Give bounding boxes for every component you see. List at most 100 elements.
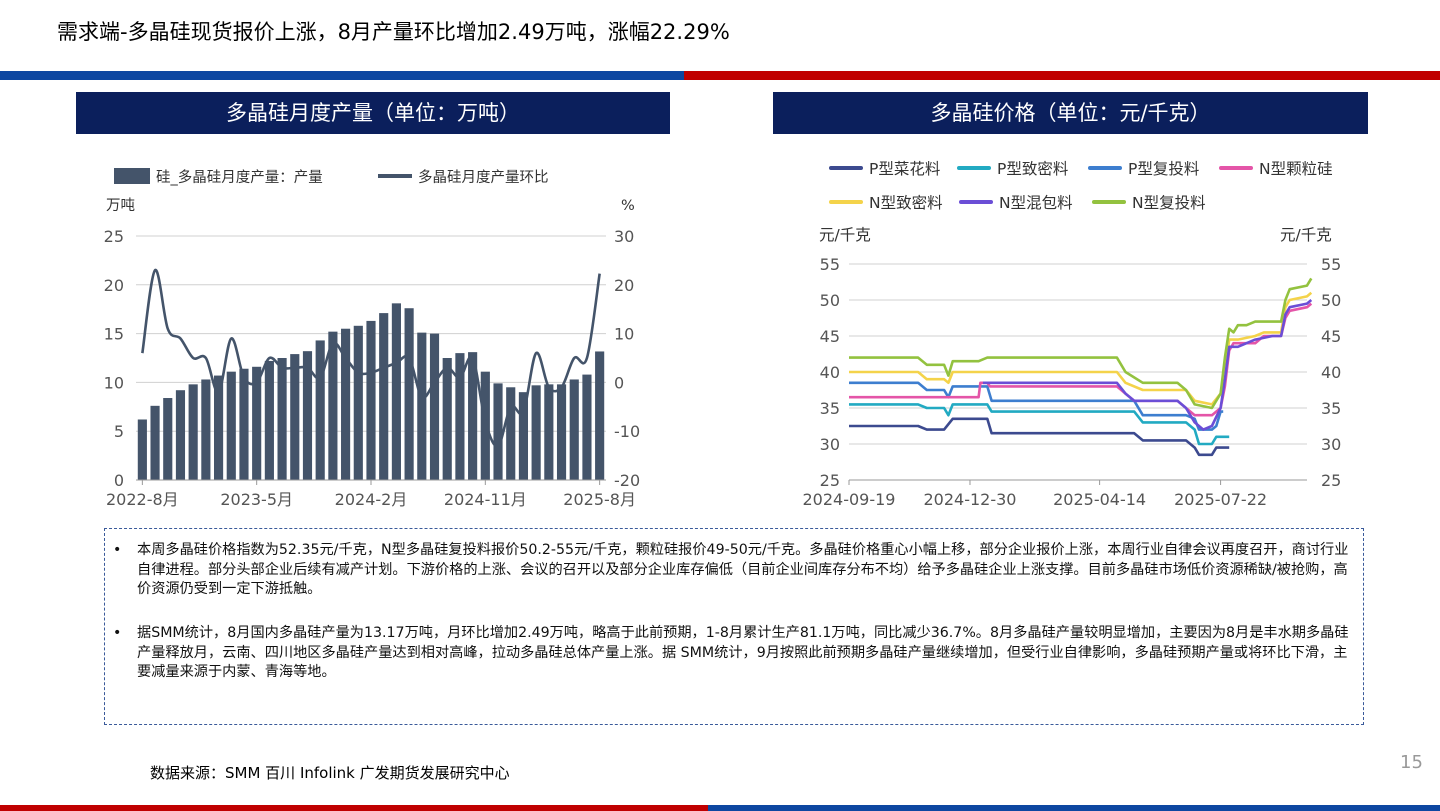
bar [391, 303, 401, 480]
y-tick-label-left: 50 [820, 291, 840, 310]
left-chart-header: 多晶硅月度产量（单位：万吨） [76, 92, 670, 134]
y-tick-label-left: 45 [820, 327, 840, 346]
bar [404, 308, 414, 480]
bar [506, 387, 516, 480]
y-axis-unit-right: % [621, 198, 635, 214]
series-line [849, 403, 1230, 446]
bar [302, 351, 313, 480]
bar [175, 390, 186, 480]
y-tick-label-right: 40 [1321, 363, 1341, 382]
page-title: 需求端-多晶硅现货报价上涨，8月产量环比增加2.49万吨，涨幅22.29% [57, 20, 730, 44]
x-tick-label: 2025-04-14 [1053, 490, 1146, 509]
bar [455, 353, 465, 480]
legend-label: N型致密料 [869, 194, 943, 212]
bar [213, 375, 224, 480]
bullet-icon: • [113, 625, 122, 641]
legend-label: N型复投料 [1132, 194, 1206, 212]
y-tick-label-left: 10 [104, 373, 124, 392]
y-tick-label-left: 20 [104, 276, 124, 295]
x-tick-label: 2022-8月 [106, 490, 179, 509]
y-tick-label-left: 15 [104, 325, 124, 344]
legend-label: N型混包料 [999, 194, 1073, 212]
y-tick-label-right: 55 [1321, 255, 1341, 274]
y-tick-label-right: 30 [1321, 435, 1341, 454]
series-line [849, 417, 1230, 457]
bar [252, 366, 262, 480]
bar [468, 352, 478, 480]
right-chart-header: 多晶硅价格（单位：元/千克） [773, 92, 1368, 134]
x-tick-label: 2025-8月 [563, 490, 636, 509]
bar [163, 398, 173, 480]
data-source: 数据来源：SMM 百川 Infolink 广发期货发展研究中心 [150, 764, 510, 782]
x-tick-label: 2024-11月 [444, 490, 527, 509]
y-tick-label-right: 20 [614, 276, 634, 295]
x-tick-label: 2024-2月 [335, 490, 408, 509]
bar [188, 384, 198, 480]
x-tick-label: 2024-12-30 [923, 490, 1016, 509]
legend-label: 硅_多晶硅月度产量：产量 [156, 169, 323, 186]
y-tick-label-right: 50 [1321, 291, 1341, 310]
y-tick-label-right: 30 [614, 227, 634, 246]
series-line [849, 277, 1313, 410]
note-text: 本周多晶硅价格指数为52.35元/千克，N型多晶硅复投料报价50.2-55元/千… [137, 542, 1349, 597]
series-line [849, 381, 1224, 431]
legend-label: P型复投料 [1128, 160, 1199, 178]
bar [544, 384, 554, 480]
y-tick-label-left: 25 [104, 227, 124, 246]
bar [531, 385, 541, 480]
notes-box: • 本周多晶硅价格指数为52.35元/千克，N型多晶硅复投料报价50.2-55元… [104, 528, 1364, 725]
bar [264, 360, 274, 480]
bar [353, 325, 363, 480]
y-axis-unit-left: 万吨 [106, 197, 135, 214]
bar [150, 405, 160, 480]
page-number: 15 [1400, 752, 1423, 773]
bar [328, 331, 338, 480]
bullet-icon: • [113, 542, 122, 558]
y-tick-label-right: 45 [1321, 327, 1341, 346]
bar [582, 374, 592, 480]
bar [595, 351, 605, 480]
legend-label: N型颗粒硅 [1259, 160, 1333, 178]
legend-label: 多晶硅月度产量环比 [418, 169, 549, 186]
bar [341, 328, 351, 480]
top-divider-blue [0, 71, 684, 80]
series-line [982, 299, 1313, 431]
top-divider-red [684, 71, 1440, 80]
bar [137, 419, 147, 480]
y-tick-label-right: 25 [1321, 471, 1341, 490]
bar [442, 358, 452, 480]
bar [379, 313, 389, 480]
bar [429, 333, 440, 480]
bar [226, 371, 236, 480]
y-tick-label-left: 0 [114, 471, 124, 490]
y-tick-label-left: 40 [820, 363, 840, 382]
bar [315, 340, 325, 480]
bar [556, 384, 567, 480]
y-axis-unit-right: 元/千克 [1280, 226, 1332, 244]
y-tick-label-left: 35 [820, 399, 840, 418]
bar [239, 368, 249, 480]
y-tick-label-left: 55 [820, 255, 840, 274]
bar [201, 379, 211, 480]
legend-label: P型致密料 [997, 160, 1068, 178]
x-tick-label: 2023-5月 [220, 490, 293, 509]
bar [493, 383, 503, 480]
bottom-divider-red [0, 805, 708, 811]
x-tick-label: 2025-07-22 [1174, 490, 1267, 509]
bar [366, 320, 376, 480]
x-tick-label: 2024-09-19 [803, 490, 896, 509]
note-text: 据SMM统计，8月国内多晶硅产量为13.17万吨，月环比增加2.49万吨，略高于… [137, 625, 1349, 680]
y-tick-label-right: 0 [614, 373, 624, 392]
y-tick-label-right: 35 [1321, 399, 1341, 418]
y-tick-label-right: 10 [614, 325, 634, 344]
bar [569, 379, 579, 480]
bar [518, 392, 529, 480]
y-tick-label-left: 25 [820, 471, 840, 490]
y-tick-label-left: 30 [820, 435, 840, 454]
y-tick-label-right: -20 [614, 471, 640, 490]
series-line-mom [141, 268, 601, 448]
legend-label: P型菜花料 [869, 160, 940, 178]
legend-bar-swatch [114, 168, 150, 184]
bottom-divider-blue [708, 805, 1440, 811]
